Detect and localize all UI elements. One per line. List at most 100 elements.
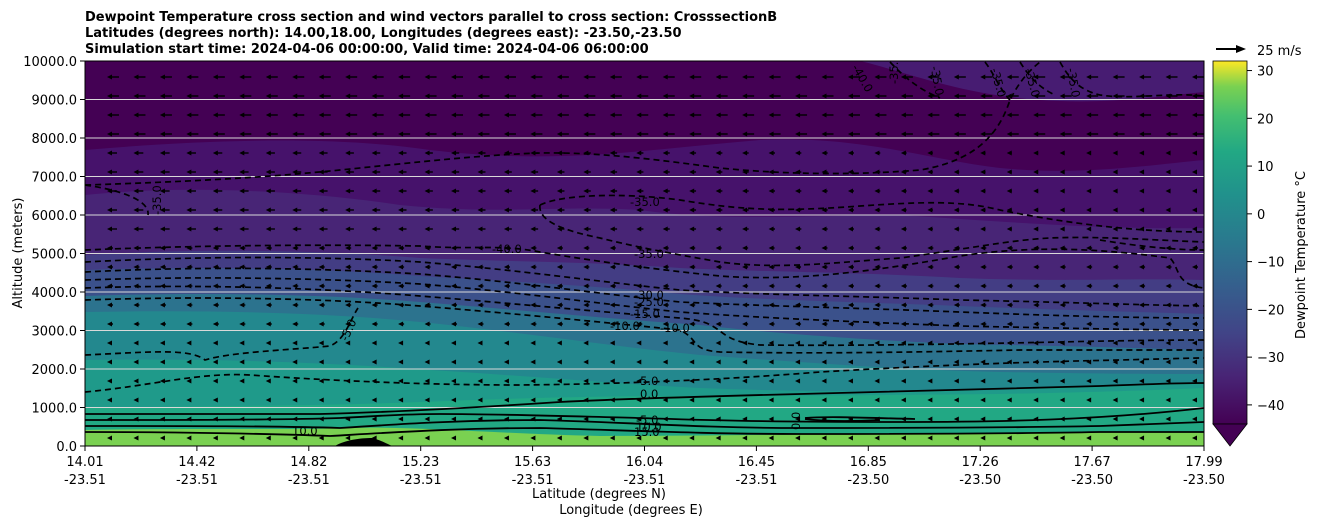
wind-vector [345,435,351,441]
contour-minus-35-left [85,184,149,216]
wind-vector [345,131,358,137]
wind-vector [1006,169,1012,175]
wind-vector [583,169,591,175]
wind-vector [186,226,196,232]
wind-vector [239,359,245,365]
contour-label: -10.0 [660,321,690,335]
wind-vector [1006,93,1019,99]
wind-vector [795,302,802,308]
wind-vector [1006,131,1019,137]
contour-label: 10.0 [636,420,662,434]
wind-vector [847,226,854,232]
wind-vector [715,112,728,118]
wind-vector [953,302,960,308]
wind-vector [318,416,324,422]
wind-vector [424,93,437,99]
wind-vector [107,207,117,213]
contour-label: -35.0 [634,247,664,261]
wind-vector [609,188,618,194]
wind-vector [742,112,755,118]
wind-vector [239,302,246,308]
wind-vector [371,150,381,156]
wind-vector [530,93,543,99]
wind-vector [927,359,933,365]
wind-vector [159,169,170,175]
colorbar-tick-label: −40 [1257,399,1284,414]
wind-vector [159,416,165,422]
wind-vector [530,321,537,327]
wind-vector [292,397,298,403]
wind-vector [345,93,358,99]
wind-vector [186,397,192,403]
wind-vector [636,283,643,289]
wind-vector [556,264,563,270]
x-tick-label-longitude: -23.51 [400,473,442,488]
wind-vector [556,397,562,403]
wind-vector [1112,150,1118,156]
x-tick-label-latitude: 16.45 [738,455,775,470]
wind-vector [768,378,774,384]
wind-vector [186,416,192,422]
wind-vector [424,397,430,403]
wind-vector [239,188,249,194]
colorbar-tick-label: 20 [1257,112,1274,127]
wind-vector [1139,340,1145,346]
wind-vector [424,169,433,175]
wind-vector [318,112,331,118]
wind-vector [742,74,755,80]
wind-vector [292,169,302,175]
x-tick-label-latitude: 14.82 [290,455,327,470]
wind-vector [1059,321,1066,327]
wind-vector [795,416,801,422]
wind-vector [186,207,196,213]
wind-vector [1139,93,1152,99]
wind-vector [159,435,165,441]
x-tick-label-longitude: -23.50 [1071,473,1113,488]
wind-vector [1165,74,1178,80]
wind-vector [133,302,140,308]
contour-minus-25 [85,267,1204,319]
wind-vector [636,207,644,213]
wind-vector [874,321,881,327]
wind-vector [265,169,275,175]
wind-vector [503,359,509,365]
wind-vector [265,397,271,403]
wind-vector [530,378,536,384]
wind-vector [1112,226,1118,232]
wind-vector [927,188,933,194]
wind-vector [345,188,354,194]
wind-vector [424,283,431,289]
wind-vector [424,340,430,346]
wind-vector [795,150,802,156]
wind-vector [847,169,854,175]
wind-vector [186,378,192,384]
wind-vector [847,112,860,118]
wind-vector [133,359,139,365]
wind-vector [715,435,721,441]
wind-vector [821,321,828,327]
wind-vector [715,283,722,289]
wind-vector [927,378,933,384]
wind-vector [451,321,458,327]
x-tick-label-latitude: 17.99 [1185,455,1222,470]
wind-vector [662,302,669,308]
wind-vector [583,340,589,346]
wind-vector [768,150,776,156]
wind-vector [371,264,378,270]
wind-vector [980,150,986,156]
wind-vector [239,226,249,232]
wind-vector [583,131,596,137]
wind-vector [318,226,328,232]
wind-vector [1033,321,1040,327]
wind-vector [768,359,774,365]
wind-vector [451,245,458,251]
wind-vector [795,226,802,232]
wind-vector [107,74,119,80]
wind-vector [159,302,166,308]
wind-vector [345,321,352,327]
wind-vector [159,321,166,327]
wind-vector [1059,264,1066,270]
wind-vector [107,264,113,270]
wind-vector [768,416,774,422]
y-tick-label: 9000.0 [32,94,78,109]
